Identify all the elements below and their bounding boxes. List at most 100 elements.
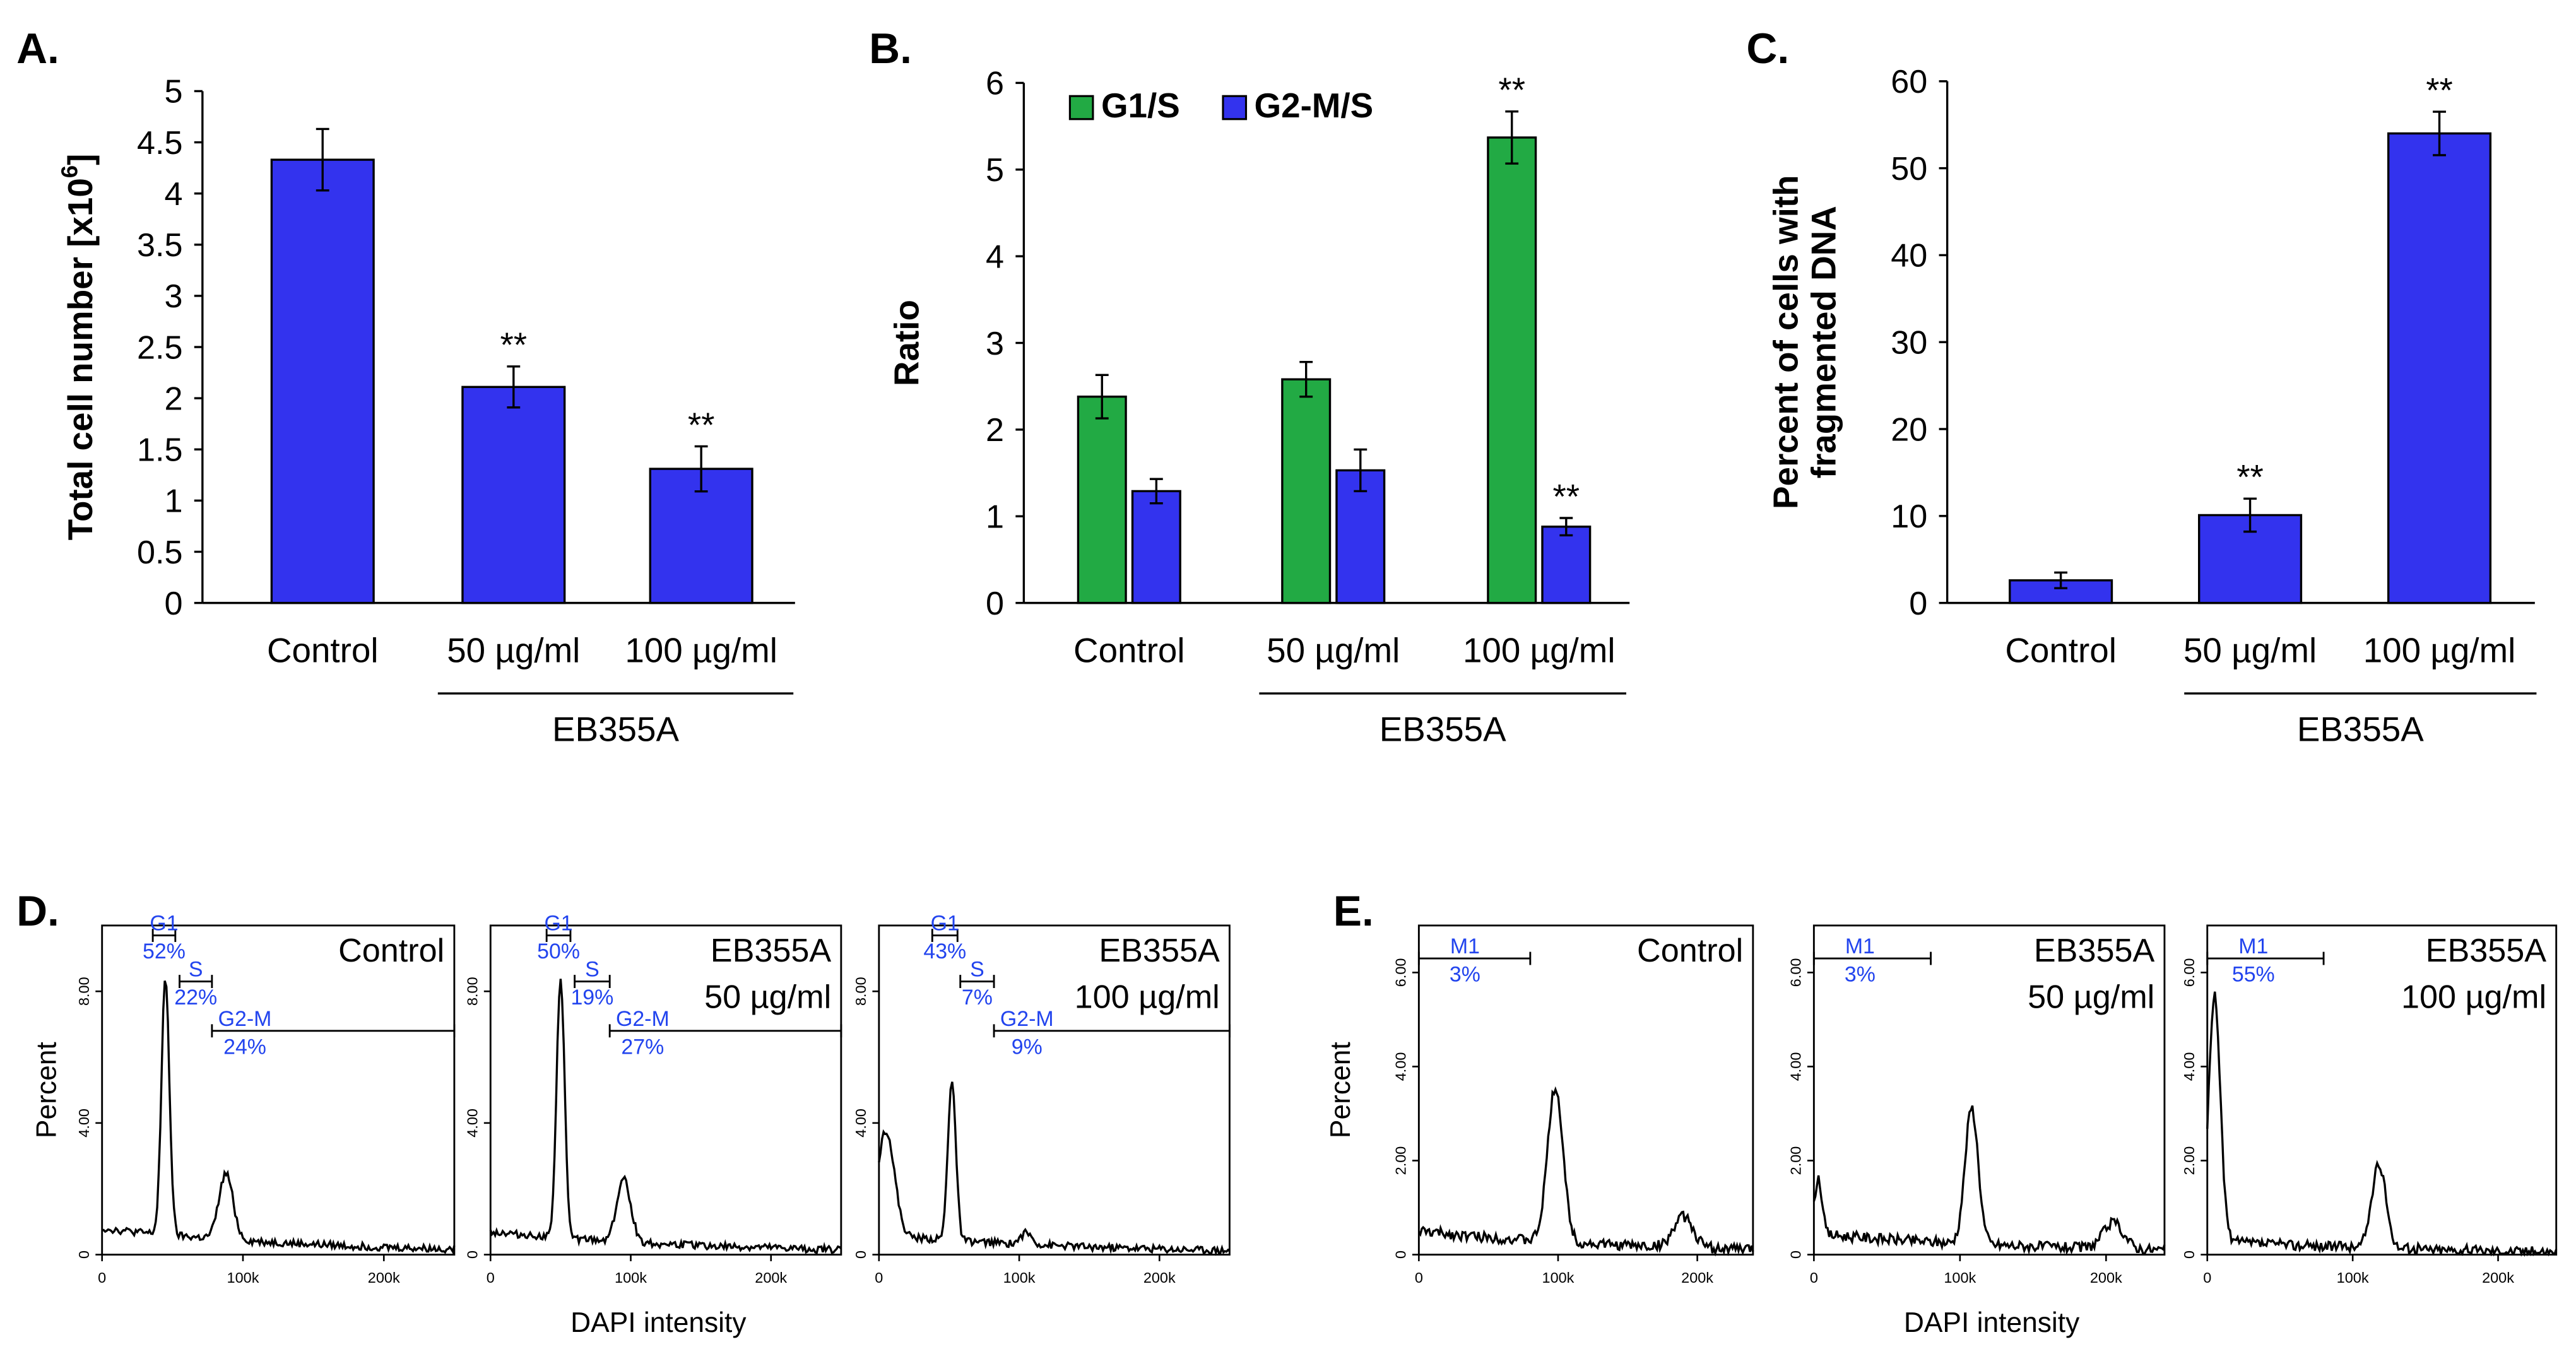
x-tick-label: 0	[875, 1269, 883, 1286]
y-tick-label: 3	[986, 326, 1004, 362]
significance-label: **	[1552, 476, 1580, 515]
y-tick-label: 6.00	[2181, 958, 2197, 987]
histogram-frame-0	[1417, 924, 1754, 1256]
gate-label: G1	[150, 912, 178, 936]
y-tick-label: 8.00	[464, 977, 480, 1006]
bar-g1-s-1	[1281, 378, 1332, 604]
panel-letter: A.	[16, 25, 59, 73]
panel-a: A. 0 0.5 1 1.5 2 2.5 3 3.5 4 4.5 5 Total cell number…	[16, 25, 795, 749]
gate-label: S	[189, 958, 203, 982]
x-tick-label: 100k	[1003, 1269, 1036, 1286]
y-tick-label: 5	[165, 74, 183, 110]
y-tick-label: 4.00	[464, 1109, 480, 1138]
gate-label: G2-M	[218, 1007, 272, 1031]
y-tick-label: 6	[986, 66, 1004, 102]
gate-value: 7%	[962, 986, 993, 1010]
y-axis-label-exponent: 6	[57, 165, 83, 178]
gate-value: 27%	[621, 1035, 664, 1059]
panel-b: B. 0 1 2 3 4 5 6 Ratio Control 50 µg/ml ** ** 100 µg/…	[869, 25, 1630, 749]
histogram-trace-2	[878, 1081, 1231, 1256]
bar-g2-m-s-2	[1541, 526, 1592, 604]
y-tick-label: 30	[1891, 324, 1927, 361]
y-tick-label: 0	[1909, 586, 1927, 622]
histogram-trace-0	[1417, 1086, 1754, 1257]
significance-label: **	[500, 325, 527, 364]
subplot-title: EB355A	[1099, 933, 1220, 969]
y-axis-label: Percent	[1325, 1042, 1356, 1138]
histogram-frame-2	[878, 924, 1231, 1256]
y-tick-label: 2.00	[2181, 1146, 2197, 1175]
y-tick-label: 2	[986, 412, 1004, 449]
bar-1	[461, 386, 566, 604]
histogram-trace-1	[1812, 1105, 2166, 1256]
gate-label: G2-M	[1000, 1007, 1054, 1031]
x-tick-label: 50 µg/ml	[1267, 631, 1400, 670]
group-label: EB355A	[2297, 710, 2424, 749]
legend-swatch-g2-m-s	[1222, 95, 1248, 121]
x-tick-label: 200k	[1681, 1269, 1713, 1286]
histogram-trace-1	[489, 979, 842, 1254]
x-tick-label: 100k	[1542, 1269, 1575, 1286]
gate-label: G1	[544, 912, 572, 936]
panel-letter: E.	[1333, 888, 1374, 935]
y-tick-label: 4.00	[76, 1109, 92, 1138]
histogram-frame-1	[489, 924, 842, 1256]
histogram-frame-1	[1812, 924, 2166, 1256]
gate-label: M1	[2238, 934, 2268, 958]
y-tick-label: 40	[1891, 238, 1927, 274]
subplot-title: EB355A	[2034, 933, 2155, 969]
x-tick-label: 0	[1810, 1269, 1818, 1286]
subplot-title: EB355A	[2426, 933, 2547, 969]
y-tick-label: 3	[165, 278, 183, 315]
y-tick-label: 0	[76, 1251, 92, 1259]
y-tick-label: 0	[986, 586, 1004, 622]
y-tick-label: 4	[986, 238, 1004, 275]
y-axis-label-main: Total cell number [x10	[61, 178, 100, 540]
gate-label: G2-M	[616, 1007, 670, 1031]
bar-g1-s-2	[1487, 136, 1537, 604]
x-axis-label: DAPI intensity	[1904, 1307, 2080, 1338]
subplot-title: Control	[1637, 933, 1743, 969]
gate-value: 52%	[143, 939, 186, 963]
gate-value: 24%	[223, 1035, 266, 1059]
gate-value: 55%	[2232, 963, 2275, 987]
gate-value: 22%	[174, 986, 217, 1010]
x-tick-label: 100 µg/ml	[625, 631, 777, 670]
gate-label: M1	[1845, 934, 1875, 958]
y-axis-label-end: ]	[61, 154, 100, 165]
x-tick-label: 100k	[1944, 1269, 1976, 1286]
gate-value: 19%	[570, 986, 613, 1010]
gate-value: 3%	[1450, 963, 1480, 987]
y-tick-label: 1.5	[137, 432, 183, 469]
panel-letter: C.	[1746, 25, 1789, 73]
y-axis-label: Ratio	[887, 300, 926, 386]
y-tick-label: 1	[986, 499, 1004, 536]
y-tick-label: 60	[1891, 64, 1927, 100]
x-tick-label: 50 µg/ml	[2183, 631, 2317, 670]
significance-label: **	[2426, 70, 2453, 109]
histogram-frame-2	[2206, 924, 2558, 1256]
x-tick-label: 0	[1415, 1269, 1423, 1286]
y-axis-label-line1: Percent of cells with	[1766, 175, 1805, 509]
gate-label: M1	[1450, 934, 1480, 958]
y-tick-label: 0	[853, 1251, 869, 1259]
legend-swatch-g1-s	[1068, 95, 1094, 121]
subplot-title-line2: 50 µg/ml	[704, 979, 831, 1015]
bar-g2-m-s-1	[1335, 469, 1386, 604]
y-tick-label: 20	[1891, 411, 1927, 448]
y-tick-label: 2.00	[1787, 1146, 1804, 1175]
y-tick-label: 0	[1787, 1251, 1804, 1259]
x-tick-label: 200k	[1143, 1269, 1176, 1286]
histogram-trace-2	[2206, 991, 2558, 1257]
y-tick-label: 3.5	[137, 227, 183, 264]
y-tick-label: 4.00	[853, 1109, 869, 1138]
y-tick-label: 8.00	[853, 977, 869, 1006]
bar-2	[2387, 132, 2492, 604]
x-tick-label: 100k	[227, 1269, 259, 1286]
subplot-title: Control	[338, 933, 444, 969]
significance-label: **	[688, 405, 715, 444]
bar-g1-s-0	[1077, 395, 1127, 604]
y-tick-label: 0.5	[137, 534, 183, 571]
y-tick-label: 5	[986, 152, 1004, 189]
